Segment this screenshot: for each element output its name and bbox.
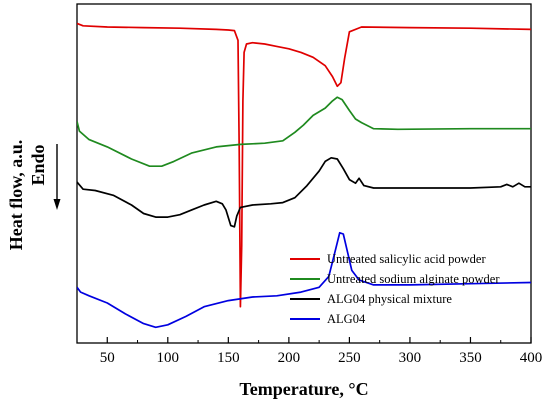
x-tick-label: 50 xyxy=(100,350,115,366)
series-line-3 xyxy=(77,156,531,228)
legend-label-2: Untreated sodium alginate powder xyxy=(327,272,500,286)
series-line-1 xyxy=(77,22,531,308)
x-tick-label: 300 xyxy=(399,350,422,366)
y-axis-title: Heat flow, a.u. xyxy=(6,140,26,251)
plot-area-frame xyxy=(76,3,532,344)
endo-direction-label: Endo xyxy=(28,144,48,185)
legend-label-4: ALG04 xyxy=(327,312,366,326)
x-tick-label: 400 xyxy=(520,350,543,366)
series-line-2 xyxy=(77,96,531,168)
legend-label-1: Untreated salicylic acid powder xyxy=(327,252,486,266)
endo-arrow xyxy=(53,144,61,210)
series-line-4 xyxy=(77,231,531,329)
x-tick-label: 100 xyxy=(157,350,180,366)
x-axis-title: Temperature, °C xyxy=(239,379,368,399)
legend-label-3: ALG04 physical mixture xyxy=(327,292,452,306)
legend: Untreated salicylic acid powder Untreated… xyxy=(290,252,500,326)
x-tick-label: 150 xyxy=(217,350,240,366)
x-tick-label: 350 xyxy=(459,350,482,366)
x-tick-label: 200 xyxy=(278,350,301,366)
x-tick-label: 250 xyxy=(338,350,361,366)
x-axis-ticks: 50 100 150 200 250 300 350 400 xyxy=(100,337,542,366)
series-layer xyxy=(77,22,531,329)
